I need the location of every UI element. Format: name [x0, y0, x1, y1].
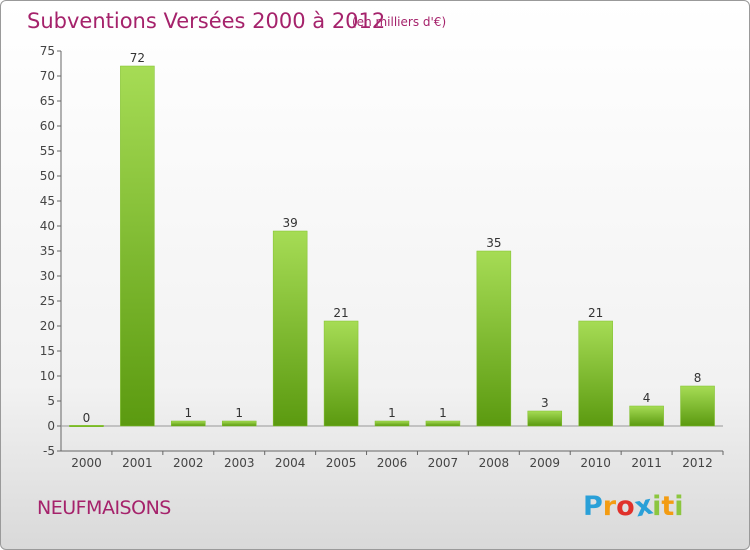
y-tick-label: 25 — [40, 294, 55, 308]
x-tick-label: 2002 — [173, 456, 204, 470]
x-tick-label: 2007 — [428, 456, 459, 470]
bar-2008 — [476, 250, 512, 427]
bar-2004 — [272, 230, 308, 427]
value-label-2009: 3 — [541, 396, 549, 410]
x-tick-label: 2010 — [580, 456, 611, 470]
y-tick-label: 35 — [40, 244, 55, 258]
y-tick-label: 15 — [40, 344, 55, 358]
logo-letter: i — [674, 491, 684, 522]
value-label-2005: 21 — [333, 306, 348, 320]
y-tick-label: 60 — [40, 119, 55, 133]
logo-letter: r — [602, 491, 617, 522]
bar-2000 — [69, 425, 104, 427]
value-label-2012: 8 — [694, 371, 702, 385]
chart-unit: (en milliers d'€) — [352, 15, 447, 29]
logo-letter: P — [583, 491, 603, 522]
y-tick-label: 50 — [40, 169, 55, 183]
bars — [69, 65, 715, 427]
bar-2007 — [425, 420, 461, 427]
bar-2001 — [120, 65, 155, 427]
x-tick-label: 2006 — [377, 456, 408, 470]
y-tick-label: 0 — [47, 419, 55, 433]
y-tick-label: -5 — [43, 444, 55, 458]
bar-2005 — [323, 320, 359, 427]
x-tick-label: 2005 — [326, 456, 357, 470]
proxiti-logo: Proxiti — [583, 490, 684, 524]
value-label-2001: 72 — [130, 51, 145, 65]
y-tick-label: 30 — [40, 269, 55, 283]
y-tick-label: 55 — [40, 144, 55, 158]
y-tick-label: 10 — [40, 369, 55, 383]
logo-letter: i — [652, 491, 662, 522]
bar-2002 — [171, 420, 206, 427]
chart-title: Subventions Versées 2000 à 2012 — [27, 9, 386, 33]
x-tick-label: 2008 — [479, 456, 510, 470]
bar-2006 — [374, 420, 410, 427]
logo-letter: o — [616, 491, 635, 522]
bar-2009 — [527, 410, 563, 427]
x-tick-label: 2003 — [224, 456, 255, 470]
bar-2003 — [221, 420, 257, 427]
y-tick-label: 5 — [47, 394, 55, 408]
x-tick-label: 2000 — [71, 456, 102, 470]
labels: 0 72 1 1 39 21 1 1 35 3 21 4 8 — [83, 51, 702, 425]
value-label-2007: 1 — [439, 406, 447, 420]
value-label-2008: 35 — [486, 236, 501, 250]
y-tick-label: 65 — [40, 94, 55, 108]
x-tick-label: 2009 — [529, 456, 560, 470]
bar-2010 — [578, 320, 613, 427]
x-tick-label: 2012 — [682, 456, 713, 470]
value-label-2011: 4 — [643, 391, 651, 405]
value-label-2002: 1 — [184, 406, 192, 420]
value-label-2010: 21 — [588, 306, 603, 320]
y-tick-label: 70 — [40, 69, 55, 83]
x-tick-label: 2004 — [275, 456, 306, 470]
y-tick-label: 40 — [40, 219, 55, 233]
y-tick-label: 75 — [40, 44, 55, 58]
logo-letter: t — [661, 491, 675, 522]
y-tick-label: 45 — [40, 194, 55, 208]
value-label-2006: 1 — [388, 406, 396, 420]
value-label-2003: 1 — [235, 406, 243, 420]
value-label-2004: 39 — [283, 216, 298, 230]
bar-2012 — [680, 385, 715, 427]
x-tick-label: 2001 — [122, 456, 153, 470]
y-tick-label: 20 — [40, 319, 55, 333]
commune-name: NEUFMAISONS — [37, 497, 171, 519]
value-label-2000: 0 — [83, 411, 91, 425]
x-tick-label: 2011 — [631, 456, 662, 470]
bar-2011 — [629, 405, 664, 427]
